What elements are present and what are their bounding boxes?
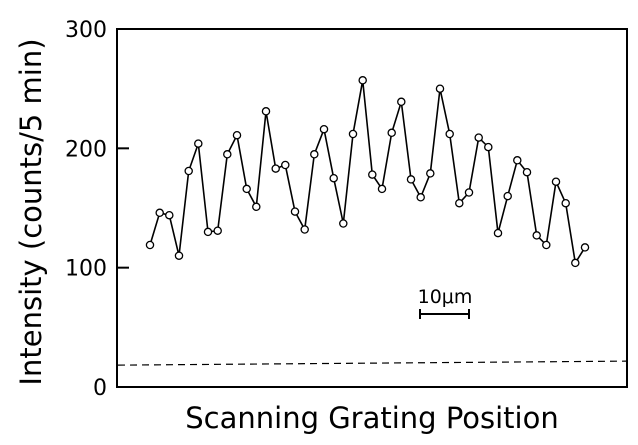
y-tick-label-0: 0 xyxy=(93,376,107,401)
data-point-27 xyxy=(397,97,406,107)
data-point-9 xyxy=(223,150,232,159)
data-point-10 xyxy=(232,130,242,140)
data-point-43 xyxy=(551,177,561,186)
data-point-40 xyxy=(522,167,532,177)
data-point-45 xyxy=(571,258,580,268)
scale-bar-label: 10μm xyxy=(418,286,473,308)
data-point-21 xyxy=(339,219,348,228)
data-point-30 xyxy=(426,169,435,178)
data-point-4 xyxy=(174,251,184,260)
data-point-44 xyxy=(561,198,570,208)
data-point-41 xyxy=(532,231,541,240)
data-point-36 xyxy=(484,142,493,152)
data-point-46 xyxy=(580,243,590,252)
data-point-20 xyxy=(329,173,338,183)
data-point-12 xyxy=(252,202,261,212)
data-point-19 xyxy=(319,124,329,134)
data-point-34 xyxy=(464,188,474,197)
data-point-31 xyxy=(435,84,445,93)
data-point-16 xyxy=(290,207,300,216)
data-point-17 xyxy=(300,225,309,234)
data-point-7 xyxy=(203,227,213,237)
data-point-13 xyxy=(261,107,271,116)
y-tick-label-200: 200 xyxy=(65,137,107,162)
y-axis-title: Intensity (counts/5 min) xyxy=(14,38,48,385)
y-tick-label-100: 100 xyxy=(65,257,107,282)
data-point-38 xyxy=(503,191,512,201)
data-point-32 xyxy=(445,129,454,139)
data-point-5 xyxy=(184,166,193,176)
data-point-23 xyxy=(358,76,367,85)
data-point-14 xyxy=(271,164,280,173)
data-point-18 xyxy=(310,150,319,159)
data-point-15 xyxy=(281,160,290,170)
data-point-35 xyxy=(474,133,483,142)
data-point-8 xyxy=(213,226,222,235)
data-point-24 xyxy=(368,170,377,179)
data-point-25 xyxy=(377,184,387,194)
data-point-33 xyxy=(455,198,464,208)
data-point-6 xyxy=(194,139,203,148)
data-point-2 xyxy=(155,208,164,218)
data-point-3 xyxy=(165,210,174,220)
data-point-26 xyxy=(387,128,396,138)
data-point-37 xyxy=(493,228,503,238)
data-point-28 xyxy=(406,175,416,184)
data-point-29 xyxy=(416,193,425,202)
data-point-39 xyxy=(513,156,522,165)
background-level-line xyxy=(117,360,627,366)
data-point-11 xyxy=(242,184,251,194)
data-point-22 xyxy=(348,129,358,139)
data-point-1 xyxy=(145,240,155,250)
plot-frame xyxy=(116,28,628,388)
data-point-42 xyxy=(542,240,551,250)
y-tick-label-300: 300 xyxy=(65,18,107,43)
x-axis-title: Scanning Grating Position xyxy=(185,401,558,435)
series-line xyxy=(149,80,586,266)
scale-bar: 10μm xyxy=(418,286,473,319)
